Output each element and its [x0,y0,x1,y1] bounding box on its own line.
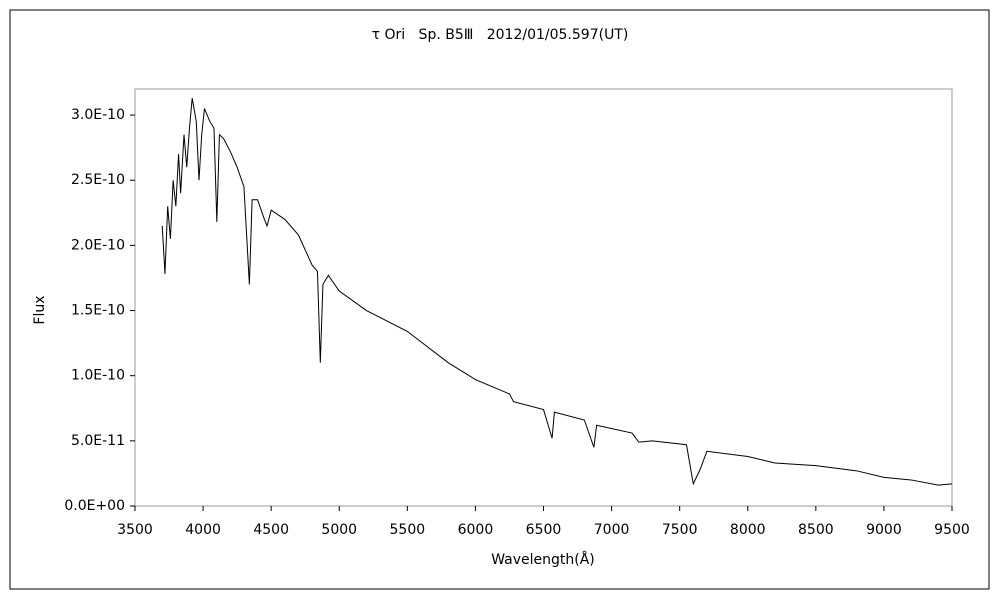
y-tick-label: 1.0E-10 [71,368,125,384]
x-tick-label: 9000 [866,522,902,538]
y-tick-label: 2.0E-10 [71,237,125,253]
x-tick-label: 3500 [117,522,153,538]
y-tick-label: 0.0E+00 [64,498,125,514]
spectrum-line [161,98,953,486]
chart-frame [9,9,990,590]
x-axis-label: Wavelength(Å) [491,551,595,568]
y-tick-label: 1.5E-10 [71,303,125,319]
y-axis-label: Flux [32,295,48,324]
x-tick-label: 8500 [798,522,834,538]
y-tick-label: 3.0E-10 [71,107,125,123]
x-tick-label: 7000 [594,522,630,538]
x-tick-label: 6500 [526,522,562,538]
chart-title: τ Ori Sp. B5Ⅲ 2012/01/05.597(UT) [372,27,629,43]
x-tick-label: 5500 [390,522,426,538]
x-tick-label: 8000 [730,522,766,538]
x-tick-label: 7500 [662,522,698,538]
x-tick-label: 4000 [185,522,221,538]
x-tick-label: 6000 [458,522,494,538]
x-tick-label: 5000 [321,522,357,538]
y-tick-label: 5.0E-11 [71,433,125,449]
x-tick-label: 9500 [934,522,970,538]
x-tick-label: 4500 [253,522,289,538]
y-tick-label: 2.5E-10 [71,172,125,188]
